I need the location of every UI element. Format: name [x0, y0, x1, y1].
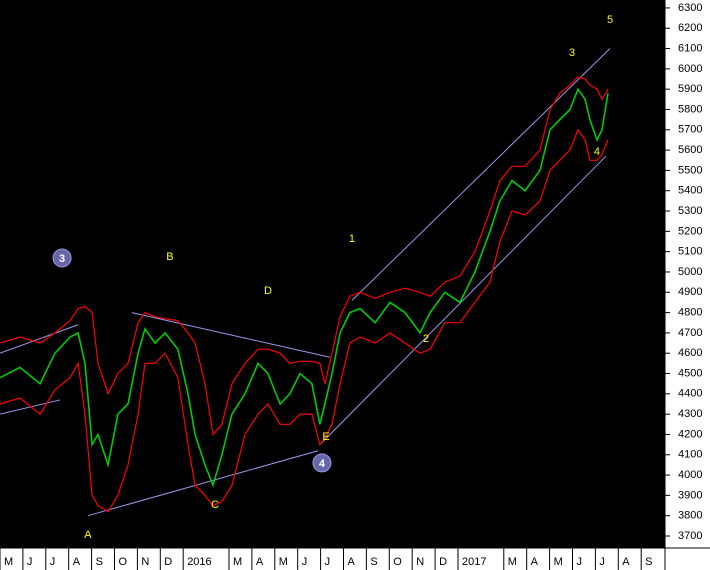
y-tick-label: 5100	[678, 246, 702, 258]
y-tick-label: 5700	[678, 124, 702, 136]
y-tick-label: 4800	[678, 306, 702, 318]
x-tick-label: M	[508, 556, 517, 568]
y-tick-label: 6300	[678, 2, 702, 14]
plot-background	[0, 0, 665, 548]
band-line	[0, 128, 609, 513]
x-tick-label: S	[370, 556, 377, 568]
trendline	[319, 155, 607, 445]
y-tick-label: 4500	[678, 367, 702, 379]
wave-label: A	[84, 529, 92, 541]
x-tick-label: M	[4, 556, 13, 568]
x-tick-label: A	[73, 556, 81, 568]
wave-label: 3	[569, 47, 575, 59]
y-tick-label: 4600	[678, 347, 702, 359]
wave-label: B	[166, 251, 173, 263]
x-tick-label: M	[279, 556, 288, 568]
x-tick-label: M	[554, 556, 563, 568]
y-tick-label: 4400	[678, 388, 702, 400]
y-tick-label: 6200	[678, 22, 702, 34]
y-tick-label: 4900	[678, 286, 702, 298]
wave-label: 5	[607, 14, 613, 26]
x-tick-label: D	[164, 556, 172, 568]
x-tick-label: 2016	[187, 556, 211, 568]
y-tick-label: 4100	[678, 449, 702, 461]
wave-label: 2	[423, 333, 429, 345]
trendline	[0, 399, 61, 415]
x-tick-label: J	[302, 556, 308, 568]
x-tick-label: A	[347, 556, 355, 568]
trendline	[131, 312, 331, 358]
band-line	[0, 76, 609, 436]
wave-label: 3	[59, 253, 65, 265]
x-tick-label: A	[622, 556, 630, 568]
wave-label: 4	[319, 458, 326, 470]
y-tick-label: 4200	[678, 428, 702, 440]
x-tick-label: M	[233, 556, 242, 568]
x-tick-label: J	[50, 556, 56, 568]
y-tick-label: 5900	[678, 83, 702, 95]
trendline	[0, 324, 79, 354]
wave-marker	[52, 248, 72, 268]
x-tick-label: O	[393, 556, 402, 568]
y-tick-label: 5800	[678, 103, 702, 115]
y-tick-label: 3700	[678, 530, 702, 542]
x-tick-label: A	[531, 556, 539, 568]
x-tick-label: O	[118, 556, 127, 568]
trendline	[87, 450, 319, 517]
x-tick-label: A	[256, 556, 264, 568]
x-tick-label: J	[599, 556, 605, 568]
x-tick-label: S	[645, 556, 652, 568]
wave-label: C	[211, 499, 219, 511]
wave-label: E	[322, 431, 329, 443]
y-tick-label: 6100	[678, 42, 702, 54]
wave-marker	[312, 453, 332, 473]
y-tick-label: 5000	[678, 266, 702, 278]
wave-label: D	[264, 285, 272, 297]
wave-label: 1	[349, 233, 355, 245]
y-tick-label: 6000	[678, 63, 702, 75]
x-tick-label: N	[416, 556, 424, 568]
x-tick-label: J	[27, 556, 33, 568]
y-tick-label: 4000	[678, 469, 702, 481]
y-tick-label: 3800	[678, 510, 702, 522]
price-line	[0, 87, 609, 488]
y-tick-label: 5500	[678, 164, 702, 176]
x-tick-label: J	[576, 556, 582, 568]
wave-label: 4	[594, 146, 600, 158]
x-tick-label: 2017	[462, 556, 486, 568]
x-tick-label: S	[96, 556, 103, 568]
x-tick-label: J	[325, 556, 331, 568]
y-tick-label: 3900	[678, 489, 702, 501]
y-tick-label: 4300	[678, 408, 702, 420]
y-tick-label: 5600	[678, 144, 702, 156]
y-tick-label: 4700	[678, 327, 702, 339]
x-tick-label: N	[141, 556, 149, 568]
y-tick-label: 5400	[678, 185, 702, 197]
trendline	[351, 48, 611, 301]
x-tick-label: D	[439, 556, 447, 568]
y-tick-label: 5300	[678, 205, 702, 217]
y-tick-label: 5200	[678, 225, 702, 237]
